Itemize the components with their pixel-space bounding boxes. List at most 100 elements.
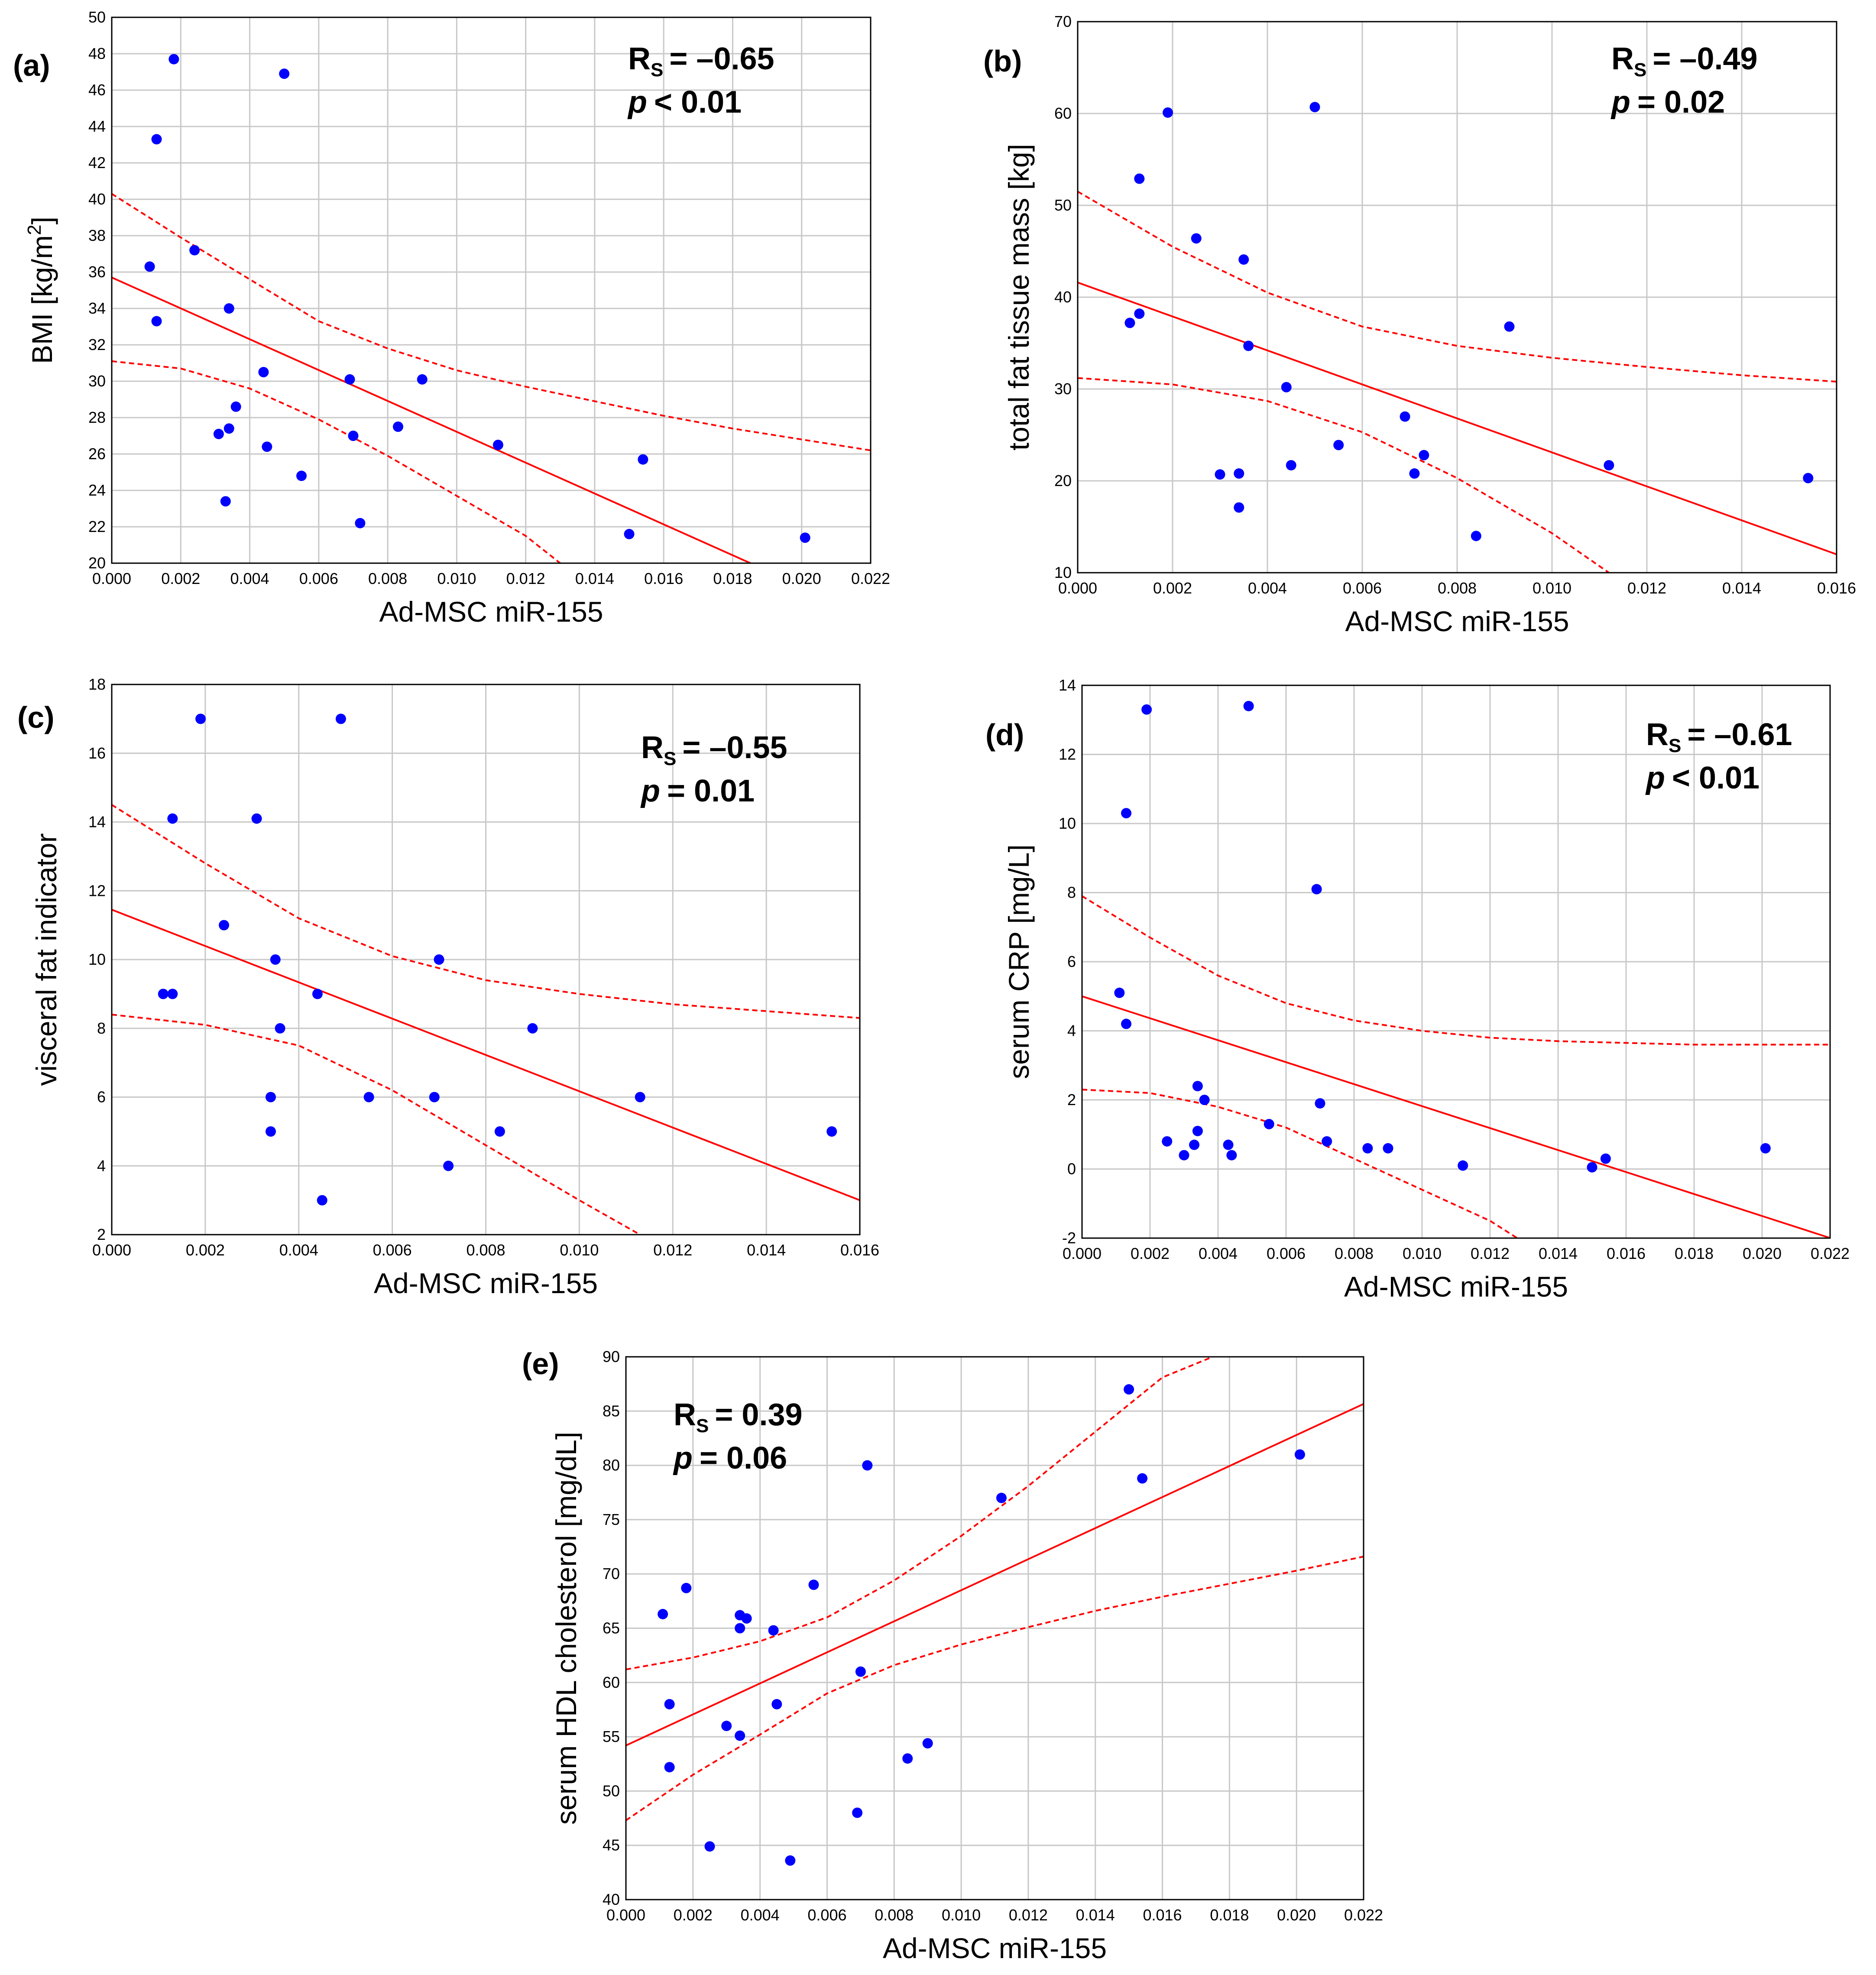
chart-panel: 0.000 0.002 0.004 0.006 0.008 0.010 0.012 0.014… [985, 676, 1850, 1303]
p-value: = 0.02 [1637, 85, 1725, 120]
y-tick-label: 30 [1054, 380, 1072, 398]
p-value-annotation: p < 0.01 [1645, 761, 1759, 795]
p-value-annotation: p = 0.02 [1610, 85, 1725, 120]
data-point [902, 1753, 913, 1764]
data-point [1223, 1140, 1234, 1150]
data-point [735, 1623, 745, 1634]
y-tick-label: 75 [603, 1511, 620, 1528]
data-point [1295, 1450, 1305, 1460]
spearman-r-value: = 0.39 [715, 1398, 802, 1432]
data-point [1121, 1019, 1131, 1029]
r-symbol: R [1611, 42, 1634, 76]
p-value: < 0.01 [654, 85, 742, 120]
data-point [258, 367, 269, 377]
x-axis-label: Ad-MSC miR-155 [374, 1267, 598, 1299]
p-value: = 0.01 [667, 774, 755, 808]
y-tick-label: 34 [88, 299, 106, 317]
data-point [638, 454, 648, 465]
data-point [1179, 1150, 1189, 1161]
data-point [1192, 1081, 1203, 1091]
p-symbol: p [627, 85, 647, 120]
y-tick-label: 4 [97, 1157, 106, 1174]
y-tick-label: 46 [88, 81, 106, 99]
data-point [800, 532, 810, 543]
data-point [195, 713, 206, 724]
r-symbol: R [628, 42, 651, 76]
y-axis-label: BMI [kg/m2] [24, 217, 58, 364]
data-point [1234, 468, 1244, 479]
data-point [1322, 1136, 1332, 1147]
data-point [344, 374, 355, 385]
x-axis-label: Ad-MSC miR-155 [1345, 605, 1569, 637]
data-point [742, 1613, 752, 1624]
spearman-r-value: = –0.55 [682, 730, 787, 765]
ci-upper-line [1082, 896, 1830, 1045]
y-axis-label-text: BMI [kg/m [26, 235, 58, 364]
x-tick-label: 0.008 [368, 570, 407, 587]
data-point [1310, 102, 1320, 112]
data-point [1192, 1126, 1203, 1136]
p-value-annotation: p = 0.01 [640, 774, 755, 808]
x-tick-label: 0.004 [230, 570, 269, 587]
data-point [417, 374, 428, 385]
y-tick-label: 18 [88, 675, 106, 693]
x-axis-label: Ad-MSC miR-155 [379, 596, 603, 628]
data-point [664, 1699, 675, 1709]
x-tick-label: 0.004 [279, 1241, 318, 1259]
regression-line [1082, 996, 1830, 1238]
p-value: = 0.06 [700, 1441, 787, 1476]
data-point [808, 1579, 819, 1590]
y-tick-label: 65 [603, 1619, 620, 1637]
x-tick-label: 0.010 [560, 1241, 599, 1259]
x-tick-label: 0.000 [92, 570, 131, 587]
y-tick-label: 4 [1067, 1022, 1076, 1040]
p-value-annotation: p < 0.01 [627, 85, 742, 120]
data-point [1419, 450, 1429, 461]
y-tick-label: 10 [88, 950, 106, 968]
p-value-annotation: p = 0.06 [673, 1441, 787, 1476]
y-tick-label: 70 [1054, 13, 1072, 30]
data-point [1281, 382, 1292, 392]
y-tick-label: 42 [88, 154, 106, 172]
x-tick-label: 0.000 [92, 1241, 131, 1259]
y-axis-label-superscript: 2 [24, 224, 45, 235]
y-tick-label: 8 [97, 1019, 106, 1037]
y-tick-label: 44 [88, 117, 106, 135]
y-axis-label: serum CRP [mg/L] [1003, 844, 1035, 1079]
x-tick-label: 0.008 [466, 1241, 505, 1259]
chart-panel: 0.000 0.002 0.004 0.006 0.008 0.010 0.012 0.014… [983, 13, 1856, 637]
spearman-r-value: = –0.65 [669, 42, 774, 76]
data-point [1286, 460, 1296, 470]
y-tick-label: 80 [603, 1456, 620, 1474]
data-point [429, 1092, 440, 1103]
y-tick-label: 28 [88, 409, 106, 426]
y-tick-label: 50 [603, 1782, 620, 1800]
x-tick-label: 0.016 [1607, 1245, 1646, 1262]
r-subscript: S [651, 59, 663, 81]
data-point [1162, 1136, 1172, 1147]
x-tick-label: 0.006 [807, 1906, 846, 1924]
x-tick-label: 0.000 [1063, 1245, 1102, 1262]
x-tick-label: 0.002 [674, 1906, 713, 1924]
y-tick-label: 90 [603, 1348, 620, 1365]
x-tick-label: 0.016 [1143, 1906, 1182, 1924]
x-tick-label: 0.016 [644, 570, 683, 587]
data-point [826, 1126, 837, 1137]
x-tick-label: 0.002 [1153, 579, 1192, 597]
p-symbol: p [673, 1441, 693, 1476]
data-point [1803, 473, 1813, 483]
r-subscript: S [1669, 735, 1681, 756]
data-point [1333, 440, 1344, 450]
data-point [224, 303, 234, 314]
data-point [923, 1738, 933, 1748]
data-point [495, 1126, 505, 1137]
ci-lower-line [626, 1557, 1364, 1820]
data-point [1124, 318, 1135, 328]
y-tick-label: 70 [603, 1565, 620, 1583]
data-point [355, 518, 365, 529]
x-tick-label: 0.006 [373, 1241, 412, 1259]
y-tick-label: 30 [88, 372, 106, 390]
y-axis-label: visceral fat indicator [30, 833, 62, 1086]
y-tick-label: 12 [88, 882, 106, 899]
x-tick-label: 0.022 [1344, 1906, 1383, 1924]
